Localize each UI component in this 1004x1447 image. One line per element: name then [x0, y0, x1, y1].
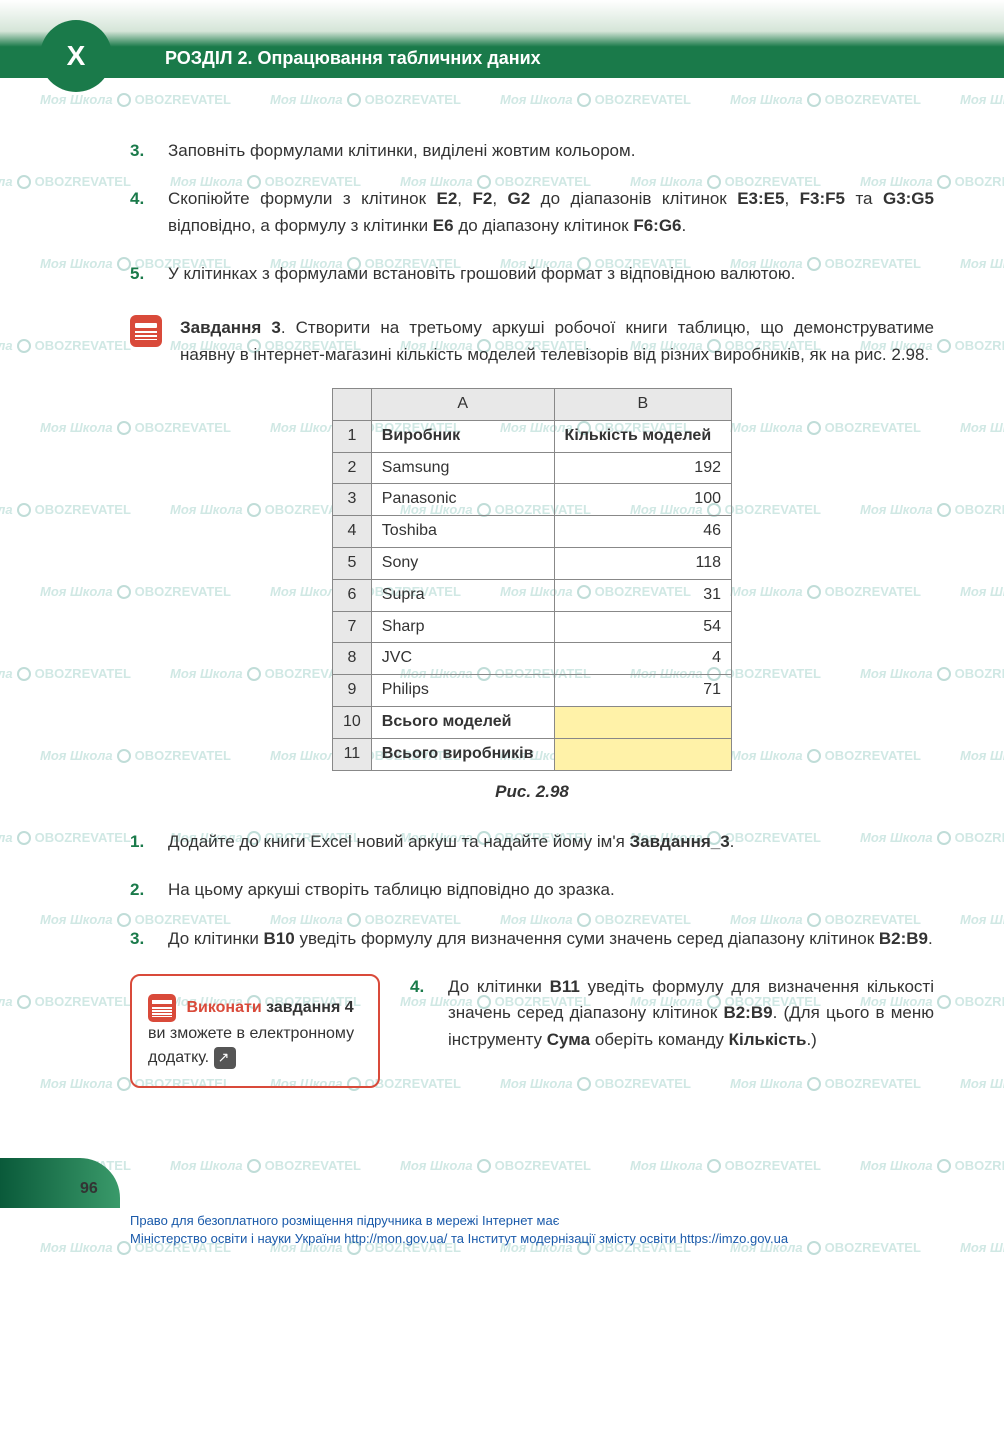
item-number: 4.: [410, 974, 430, 1053]
two-column-row: Виконати завдання 4 ви зможете в електро…: [130, 974, 934, 1088]
table-cell: Sharp: [371, 611, 554, 643]
callout-box: Виконати завдання 4 ви зможете в електро…: [130, 974, 380, 1088]
list-item-b2: 2. На цьому аркуші створіть таблицю відп…: [130, 877, 934, 903]
row-header: 8: [333, 643, 372, 675]
row-header: 10: [333, 707, 372, 739]
list-item-b1: 1. Додайте до книги Excel новий аркуш та…: [130, 829, 934, 855]
table-cell: Samsung: [371, 452, 554, 484]
keyboard-icon: [148, 994, 176, 1022]
callout-text: ви зможете в електронному додатку.: [148, 1025, 354, 1066]
list-item-3: 3. Заповніть формулами клітинки, виділен…: [130, 138, 934, 164]
table-cell: Sony: [371, 548, 554, 580]
table-cell-yellow: [554, 738, 731, 770]
table-cell: 4: [554, 643, 731, 675]
item-number: 3.: [130, 926, 150, 952]
callout-bold: завдання 4: [266, 999, 354, 1016]
table-cell: Panasonic: [371, 484, 554, 516]
task-text: Завдання 3. Створити на третьому аркуші …: [180, 315, 934, 368]
col-header-a: A: [371, 389, 554, 421]
row-header: 5: [333, 548, 372, 580]
item-text: У клітинках з формулами встановіть грошо…: [168, 261, 934, 287]
chapter-title: РОЗДІЛ 2. Опрацювання табличних даних: [165, 48, 541, 69]
table-cell: Виробник: [371, 420, 554, 452]
table-cell: 31: [554, 579, 731, 611]
row-header: 9: [333, 675, 372, 707]
table-cell: 71: [554, 675, 731, 707]
page-footer: 96 Право для безоплатного розміщення під…: [0, 1128, 1004, 1258]
row-header: 4: [333, 516, 372, 548]
table-cell: Toshiba: [371, 516, 554, 548]
item-number: 1.: [130, 829, 150, 855]
table-cell: 54: [554, 611, 731, 643]
table-cell: Кількість моделей: [554, 420, 731, 452]
list-item-b4: 4. До клітинки B11 уведіть формулу для в…: [410, 974, 934, 1053]
table-cell: JVC: [371, 643, 554, 675]
row-header: 6: [333, 579, 372, 611]
item-number: 4.: [130, 186, 150, 239]
figure-caption: Рис. 2.98: [130, 779, 934, 805]
item-text: До клітинки B10 уведіть формулу для визн…: [168, 926, 934, 952]
row-header: 1: [333, 420, 372, 452]
callout-highlight: Виконати: [186, 999, 261, 1016]
page-content: 3. Заповніть формулами клітинки, виділен…: [0, 78, 1004, 1128]
table-cell: Supra: [371, 579, 554, 611]
table-cell: 118: [554, 548, 731, 580]
table-cell: Всього моделей: [371, 707, 554, 739]
item-number: 3.: [130, 138, 150, 164]
table-cell: 100: [554, 484, 731, 516]
row-header: 3: [333, 484, 372, 516]
excel-figure-table: A B 1 Виробник Кількість моделей 2Samsun…: [332, 388, 732, 771]
footer-attribution: Право для безоплатного розміщення підруч…: [130, 1212, 788, 1248]
row-header: 2: [333, 452, 372, 484]
row-header: 11: [333, 738, 372, 770]
table-cell: 46: [554, 516, 731, 548]
table-cell: 192: [554, 452, 731, 484]
item-text: Додайте до книги Excel новий аркуш та на…: [168, 829, 934, 855]
footer-decoration: [0, 1158, 120, 1208]
item-number: 2.: [130, 877, 150, 903]
item-text: На цьому аркуші створіть таблицю відпові…: [168, 877, 934, 903]
chapter-header: X РОЗДІЛ 2. Опрацювання табличних даних: [0, 0, 1004, 78]
item-number: 5.: [130, 261, 150, 287]
table-cell: Philips: [371, 675, 554, 707]
list-item-5: 5. У клітинках з формулами встановіть гр…: [130, 261, 934, 287]
item-text: До клітинки B11 уведіть формулу для визн…: [448, 974, 934, 1053]
list-item-4: 4. Скопіюйте формули з клітинок E2, F2, …: [130, 186, 934, 239]
page-number: 96: [80, 1180, 98, 1198]
list-item-b3: 3. До клітинки B10 уведіть формулу для в…: [130, 926, 934, 952]
item-text: Скопіюйте формули з клітинок E2, F2, G2 …: [168, 186, 934, 239]
task-3-block: Завдання 3. Створити на третьому аркуші …: [130, 315, 934, 368]
item-text: Заповніть формулами клітинки, виділені ж…: [168, 138, 934, 164]
col-header-b: B: [554, 389, 731, 421]
link-icon[interactable]: [214, 1047, 236, 1069]
keyboard-icon: [130, 315, 162, 347]
table-cell: Всього виробників: [371, 738, 554, 770]
table-corner: [333, 389, 372, 421]
row-header: 7: [333, 611, 372, 643]
table-cell-yellow: [554, 707, 731, 739]
